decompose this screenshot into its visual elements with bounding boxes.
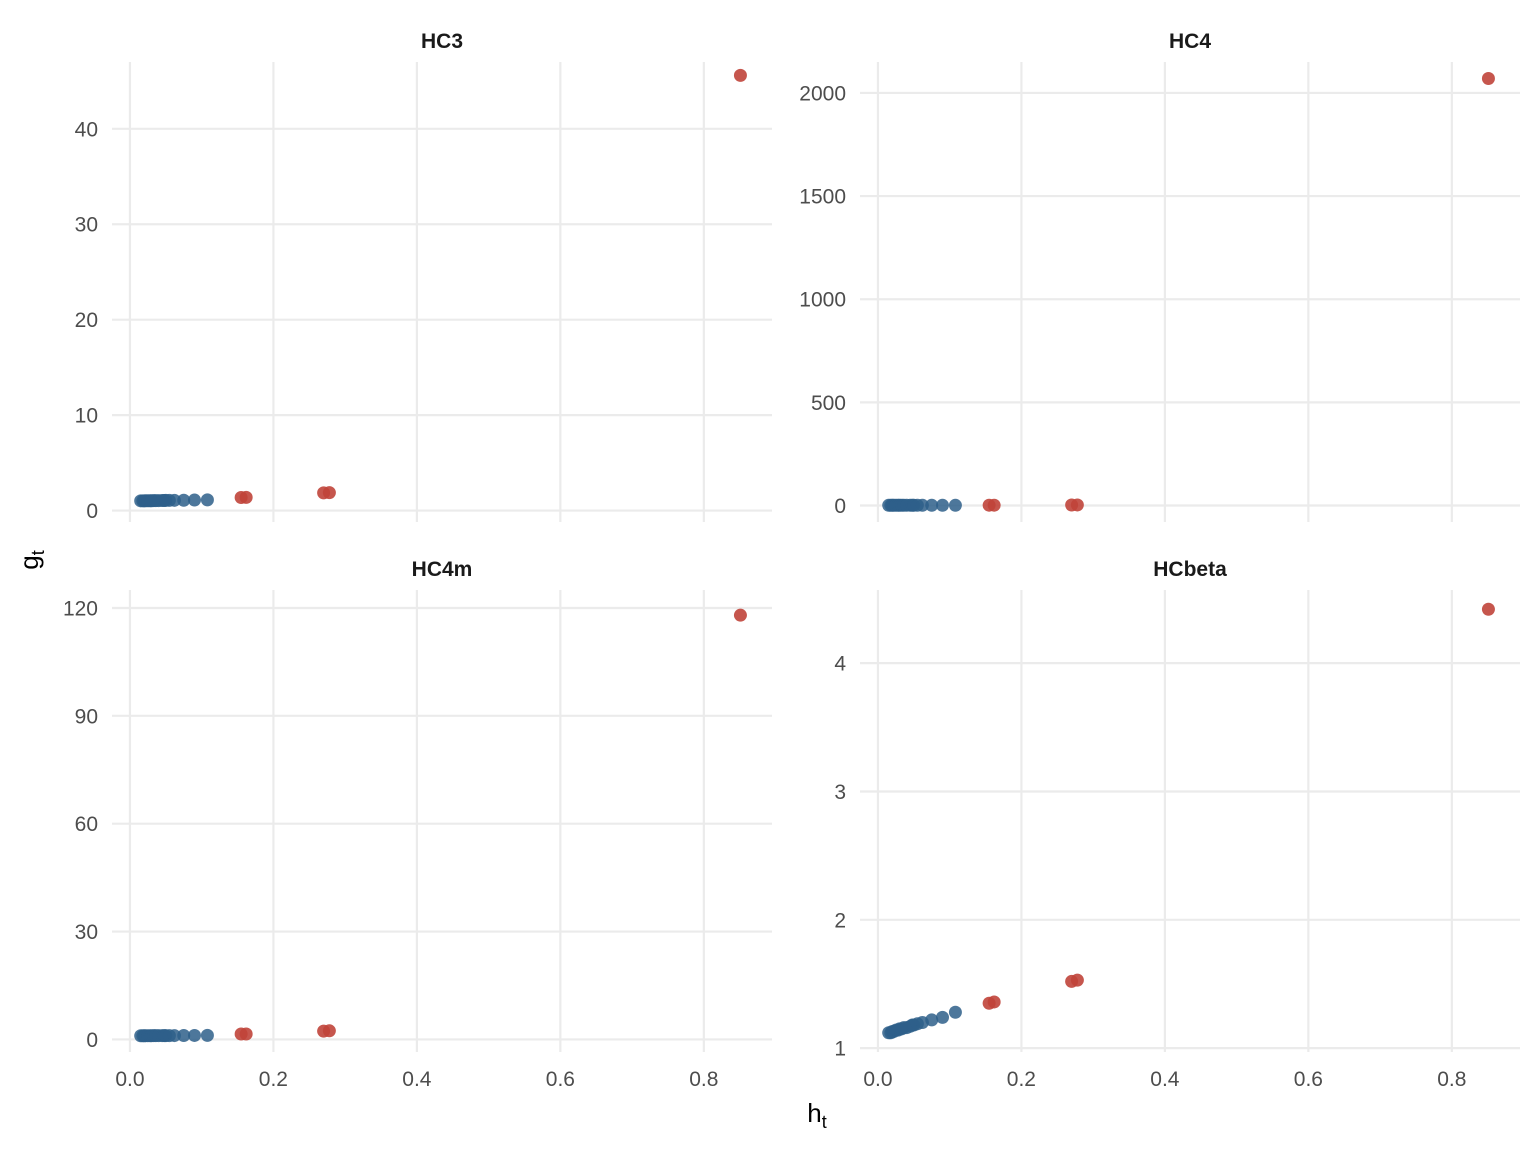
- y-tick-label: 0: [834, 495, 846, 518]
- panel-title: HC3: [421, 30, 463, 53]
- data-point: [177, 1029, 191, 1043]
- data-point: [948, 1005, 962, 1019]
- high-leverage-point: [1481, 602, 1495, 616]
- high-leverage-point: [987, 498, 1001, 512]
- x-tick-label: 0.8: [689, 1068, 718, 1091]
- y-tick-label: 0: [86, 500, 98, 523]
- y-tick-label: 40: [75, 118, 98, 141]
- panel-hc4: HC4 0 500 1000 1500 2000: [799, 30, 1520, 522]
- y-axis-title-subscript: t: [28, 550, 48, 555]
- y-axis-title: gt: [14, 550, 48, 569]
- high-leverage-point: [239, 1027, 253, 1041]
- high-leverage-point: [322, 486, 336, 500]
- y-tick-label: 10: [75, 405, 98, 428]
- panel-title: HCbeta: [1153, 558, 1227, 581]
- x-tick-label: 0.4: [1150, 1068, 1180, 1091]
- data-point: [167, 493, 181, 507]
- panel-hc3: HC3 0 10 20 30 40: [75, 30, 772, 523]
- data-point: [188, 493, 201, 507]
- y-tick-label: 90: [75, 705, 98, 728]
- y-tick-label: 4: [834, 653, 846, 676]
- x-tick-label: 0.6: [546, 1068, 575, 1091]
- y-tick-label: 1: [834, 1038, 846, 1061]
- x-tick-label: 0.2: [259, 1068, 288, 1091]
- high-leverage-point: [1070, 973, 1084, 987]
- high-leverage-point: [733, 608, 747, 622]
- high-leverage-point: [239, 490, 253, 504]
- y-tick-label: 0: [86, 1029, 98, 1052]
- high-leverage-point: [1481, 72, 1495, 86]
- data-point: [177, 493, 191, 507]
- y-tick-label: 30: [75, 921, 98, 944]
- data-point: [948, 498, 962, 512]
- x-tick-label: 0.2: [1007, 1068, 1036, 1091]
- y-tick-label: 1000: [799, 289, 846, 312]
- panel-title: HC4: [1169, 30, 1211, 53]
- panel-hcbeta: HCbeta 0.0 0.2 0.4 0.6 0.8 1 2 3 4: [834, 558, 1520, 1091]
- y-tick-label: 2000: [799, 82, 846, 105]
- data-point: [188, 1028, 201, 1042]
- y-tick-label: 60: [75, 813, 98, 836]
- x-tick-label: 0.0: [863, 1068, 892, 1091]
- data-point: [200, 493, 214, 507]
- x-axis-title-subscript: t: [822, 1112, 827, 1132]
- data-point: [925, 498, 939, 512]
- x-tick-label: 0.0: [115, 1068, 144, 1091]
- data-point: [925, 1013, 939, 1027]
- y-tick-label: 2: [834, 909, 846, 932]
- data-point: [167, 1029, 181, 1043]
- data-point: [200, 1028, 214, 1042]
- y-tick-label: 30: [75, 214, 98, 237]
- y-tick-label: 20: [75, 309, 98, 332]
- y-tick-label: 1500: [799, 186, 846, 209]
- data-point: [936, 498, 949, 512]
- panel-title: HC4m: [412, 558, 473, 581]
- y-tick-label: 500: [811, 392, 846, 415]
- high-leverage-point: [322, 1024, 336, 1038]
- panel-hc4m: HC4m 0.0 0.2 0.4 0.6 0.8 0 30 60 90 120: [63, 558, 772, 1091]
- y-tick-label: 120: [63, 597, 98, 620]
- x-tick-label: 0.4: [402, 1068, 432, 1091]
- high-leverage-point: [1070, 498, 1084, 512]
- x-axis-title: ht: [807, 1098, 826, 1132]
- data-point: [936, 1010, 949, 1024]
- y-tick-label: 3: [834, 781, 846, 804]
- x-tick-label: 0.8: [1437, 1068, 1466, 1091]
- high-leverage-point: [987, 995, 1001, 1009]
- x-tick-label: 0.6: [1294, 1068, 1323, 1091]
- data-point: [915, 498, 929, 512]
- high-leverage-point: [733, 68, 747, 82]
